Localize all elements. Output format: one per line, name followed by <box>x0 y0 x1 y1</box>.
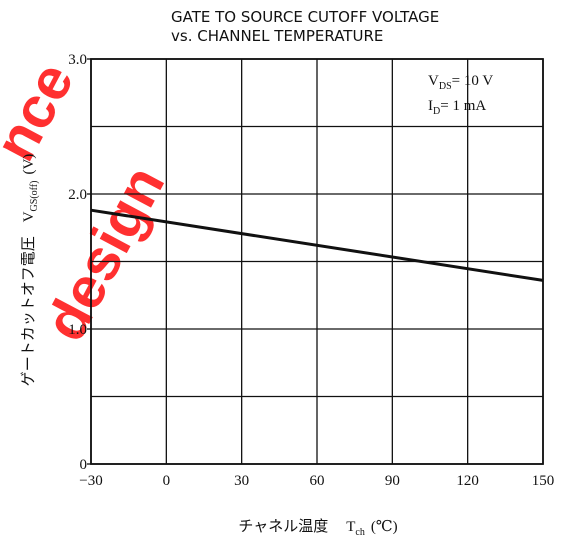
x-tick-label-6: 150 <box>532 473 555 489</box>
x-tick-labels: −30 0 30 60 90 120 150 <box>79 473 554 489</box>
series-line-0 <box>90 208 544 282</box>
x-tick-label-4: 90 <box>385 473 400 489</box>
y-axis-label-text: ゲートカットオフ電圧 <box>20 236 37 386</box>
condition-vds: VDS= 10 V <box>428 73 493 92</box>
condition-vds-value: = 10 V <box>452 73 494 89</box>
y-axis-symbol: V <box>21 211 37 222</box>
x-axis-symbol-sub: ch <box>355 527 364 538</box>
condition-id: ID= 1 mA <box>428 98 486 117</box>
x-tick-label-3: 60 <box>310 473 325 489</box>
x-axis-label-text: チャネル温度 <box>238 518 328 535</box>
x-tick-label-2: 30 <box>234 473 249 489</box>
y-tick-label-0: 0 <box>80 457 88 473</box>
chart-title: GATE TO SOURCE CUTOFF VOLTAGE <box>171 8 439 26</box>
condition-id-sub: D <box>433 106 440 117</box>
y-tick-label-2: 2.0 <box>68 187 87 203</box>
x-tick-label-5: 120 <box>456 473 479 489</box>
watermark-line-2: design <box>32 156 177 352</box>
grid <box>87 58 544 465</box>
y-tick-label-1: 1.0 <box>68 322 87 338</box>
y-axis-symbol-sub: GS(off) <box>29 181 40 212</box>
x-tick-label-0: −30 <box>79 473 102 489</box>
x-axis-unit: (℃) <box>371 519 398 535</box>
y-axis-label: ゲートカットオフ電圧 VGS(off) (V) <box>20 154 40 387</box>
x-axis-label: チャネル温度 Tch (℃) <box>238 518 397 538</box>
x-axis-symbol: T <box>346 519 355 535</box>
condition-id-value: = 1 mA <box>440 98 486 114</box>
watermark-line-1: nce <box>0 52 86 171</box>
series <box>90 208 544 282</box>
condition-vds-symbol: V <box>428 73 439 89</box>
y-tick-labels: 0 1.0 2.0 3.0 <box>68 52 87 473</box>
plot-frame <box>90 58 544 465</box>
conditions-annotation: VDS= 10 V ID= 1 mA <box>428 73 493 117</box>
condition-id-symbol: I <box>428 98 433 114</box>
condition-vds-sub: DS <box>439 81 452 92</box>
y-tick-label-3: 3.0 <box>68 52 87 68</box>
y-axis-unit: (V) <box>21 154 37 175</box>
x-tick-label-1: 0 <box>163 473 171 489</box>
chart-subtitle: vs. CHANNEL TEMPERATURE <box>171 27 383 45</box>
